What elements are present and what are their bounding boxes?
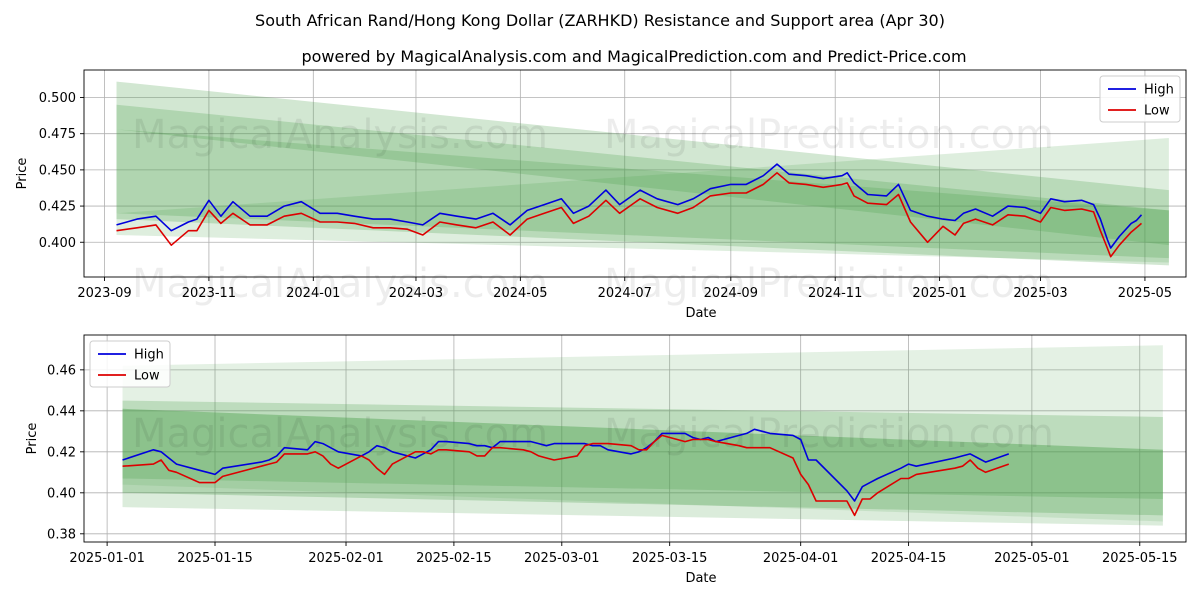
series-group xyxy=(122,428,1010,517)
x-tick-label: 2025-01 xyxy=(912,286,966,301)
bottom-panel: MagicalAnalysis.com MagicalPrediction.com… xyxy=(25,334,1187,586)
y-tick-label: 0.46 xyxy=(47,363,76,378)
y-tick-label: 0.42 xyxy=(47,445,76,460)
y-tick-label: 0.425 xyxy=(39,200,76,215)
x-tick-label: 2024-03 xyxy=(389,286,443,301)
legend-label: Low xyxy=(134,369,160,384)
band-group xyxy=(116,81,1169,266)
support-resistance-band xyxy=(122,345,1163,522)
band-group xyxy=(122,345,1163,526)
y-tick-label: 0.400 xyxy=(39,236,76,251)
x-tick-label: 2025-04-01 xyxy=(763,551,839,566)
watermark-text: MagicalPrediction.com xyxy=(604,112,1054,158)
x-tick-label: 2025-04-15 xyxy=(871,551,947,566)
series-line-high xyxy=(116,163,1143,249)
x-tick-label: 2023-09 xyxy=(77,286,131,301)
x-tick-label: 2024-07 xyxy=(598,286,652,301)
y-tick-label: 0.40 xyxy=(47,486,76,501)
x-axis-label: Date xyxy=(685,306,716,321)
x-tick-label: 2025-05 xyxy=(1118,286,1172,301)
x-tick-label: 2024-05 xyxy=(493,286,547,301)
support-resistance-band xyxy=(116,129,1169,266)
x-tick-label: 2024-01 xyxy=(286,286,340,301)
x-axis-label: Date xyxy=(685,571,716,586)
x-tick-label: 2025-03 xyxy=(1013,286,1067,301)
legend: High Low xyxy=(89,340,171,388)
series-group xyxy=(116,163,1143,258)
x-tick-label: 2025-03-01 xyxy=(524,551,600,566)
watermark-text: MagicalAnalysis.com xyxy=(132,261,548,307)
watermark-text: MagicalAnalysis.com xyxy=(132,112,548,158)
series-line-low xyxy=(122,434,1010,517)
watermark-text: MagicalAnalysis.com xyxy=(132,411,548,457)
y-axis-label: Price xyxy=(25,423,40,455)
y-tick-label: 0.475 xyxy=(39,127,76,142)
x-tick-label: 2024-11 xyxy=(808,286,862,301)
support-resistance-band xyxy=(122,408,1163,526)
legend-label: Low xyxy=(1144,104,1170,119)
chart-title: South African Rand/Hong Kong Dollar (ZAR… xyxy=(255,11,945,30)
support-resistance-band xyxy=(122,408,1163,516)
x-tick-label: 2023-11 xyxy=(182,286,236,301)
x-tick-label: 2025-05-15 xyxy=(1102,551,1178,566)
series-line-low xyxy=(116,172,1143,258)
axes-frame xyxy=(83,69,1187,278)
legend: High Low xyxy=(1099,75,1181,123)
x-tick-label: 2025-02-15 xyxy=(416,551,492,566)
legend-label: High xyxy=(1144,83,1174,98)
y-tick-label: 0.38 xyxy=(47,527,76,542)
x-tick-label: 2025-05-01 xyxy=(994,551,1070,566)
legend-label: High xyxy=(134,348,164,363)
y-tick-label: 0.500 xyxy=(39,91,76,106)
watermark-text: MagicalPrediction.com xyxy=(604,261,1054,307)
y-axis-label: Price xyxy=(15,158,30,190)
series-line-high xyxy=(122,428,1010,502)
y-tick-label: 0.44 xyxy=(47,404,76,419)
top-panel: MagicalAnalysis.com MagicalPrediction.com… xyxy=(15,69,1187,321)
x-tick-label: 2025-01-15 xyxy=(177,551,253,566)
support-resistance-band xyxy=(116,81,1169,246)
x-tick-label: 2025-02-01 xyxy=(308,551,384,566)
x-tick-label: 2025-03-15 xyxy=(632,551,708,566)
x-tick-label: 2025-01-01 xyxy=(69,551,145,566)
chart-subtitle: powered by MagicalAnalysis.com and Magic… xyxy=(301,47,966,66)
axes-frame xyxy=(83,334,1187,543)
x-tick-label: 2024-09 xyxy=(704,286,758,301)
y-tick-label: 0.450 xyxy=(39,163,76,178)
